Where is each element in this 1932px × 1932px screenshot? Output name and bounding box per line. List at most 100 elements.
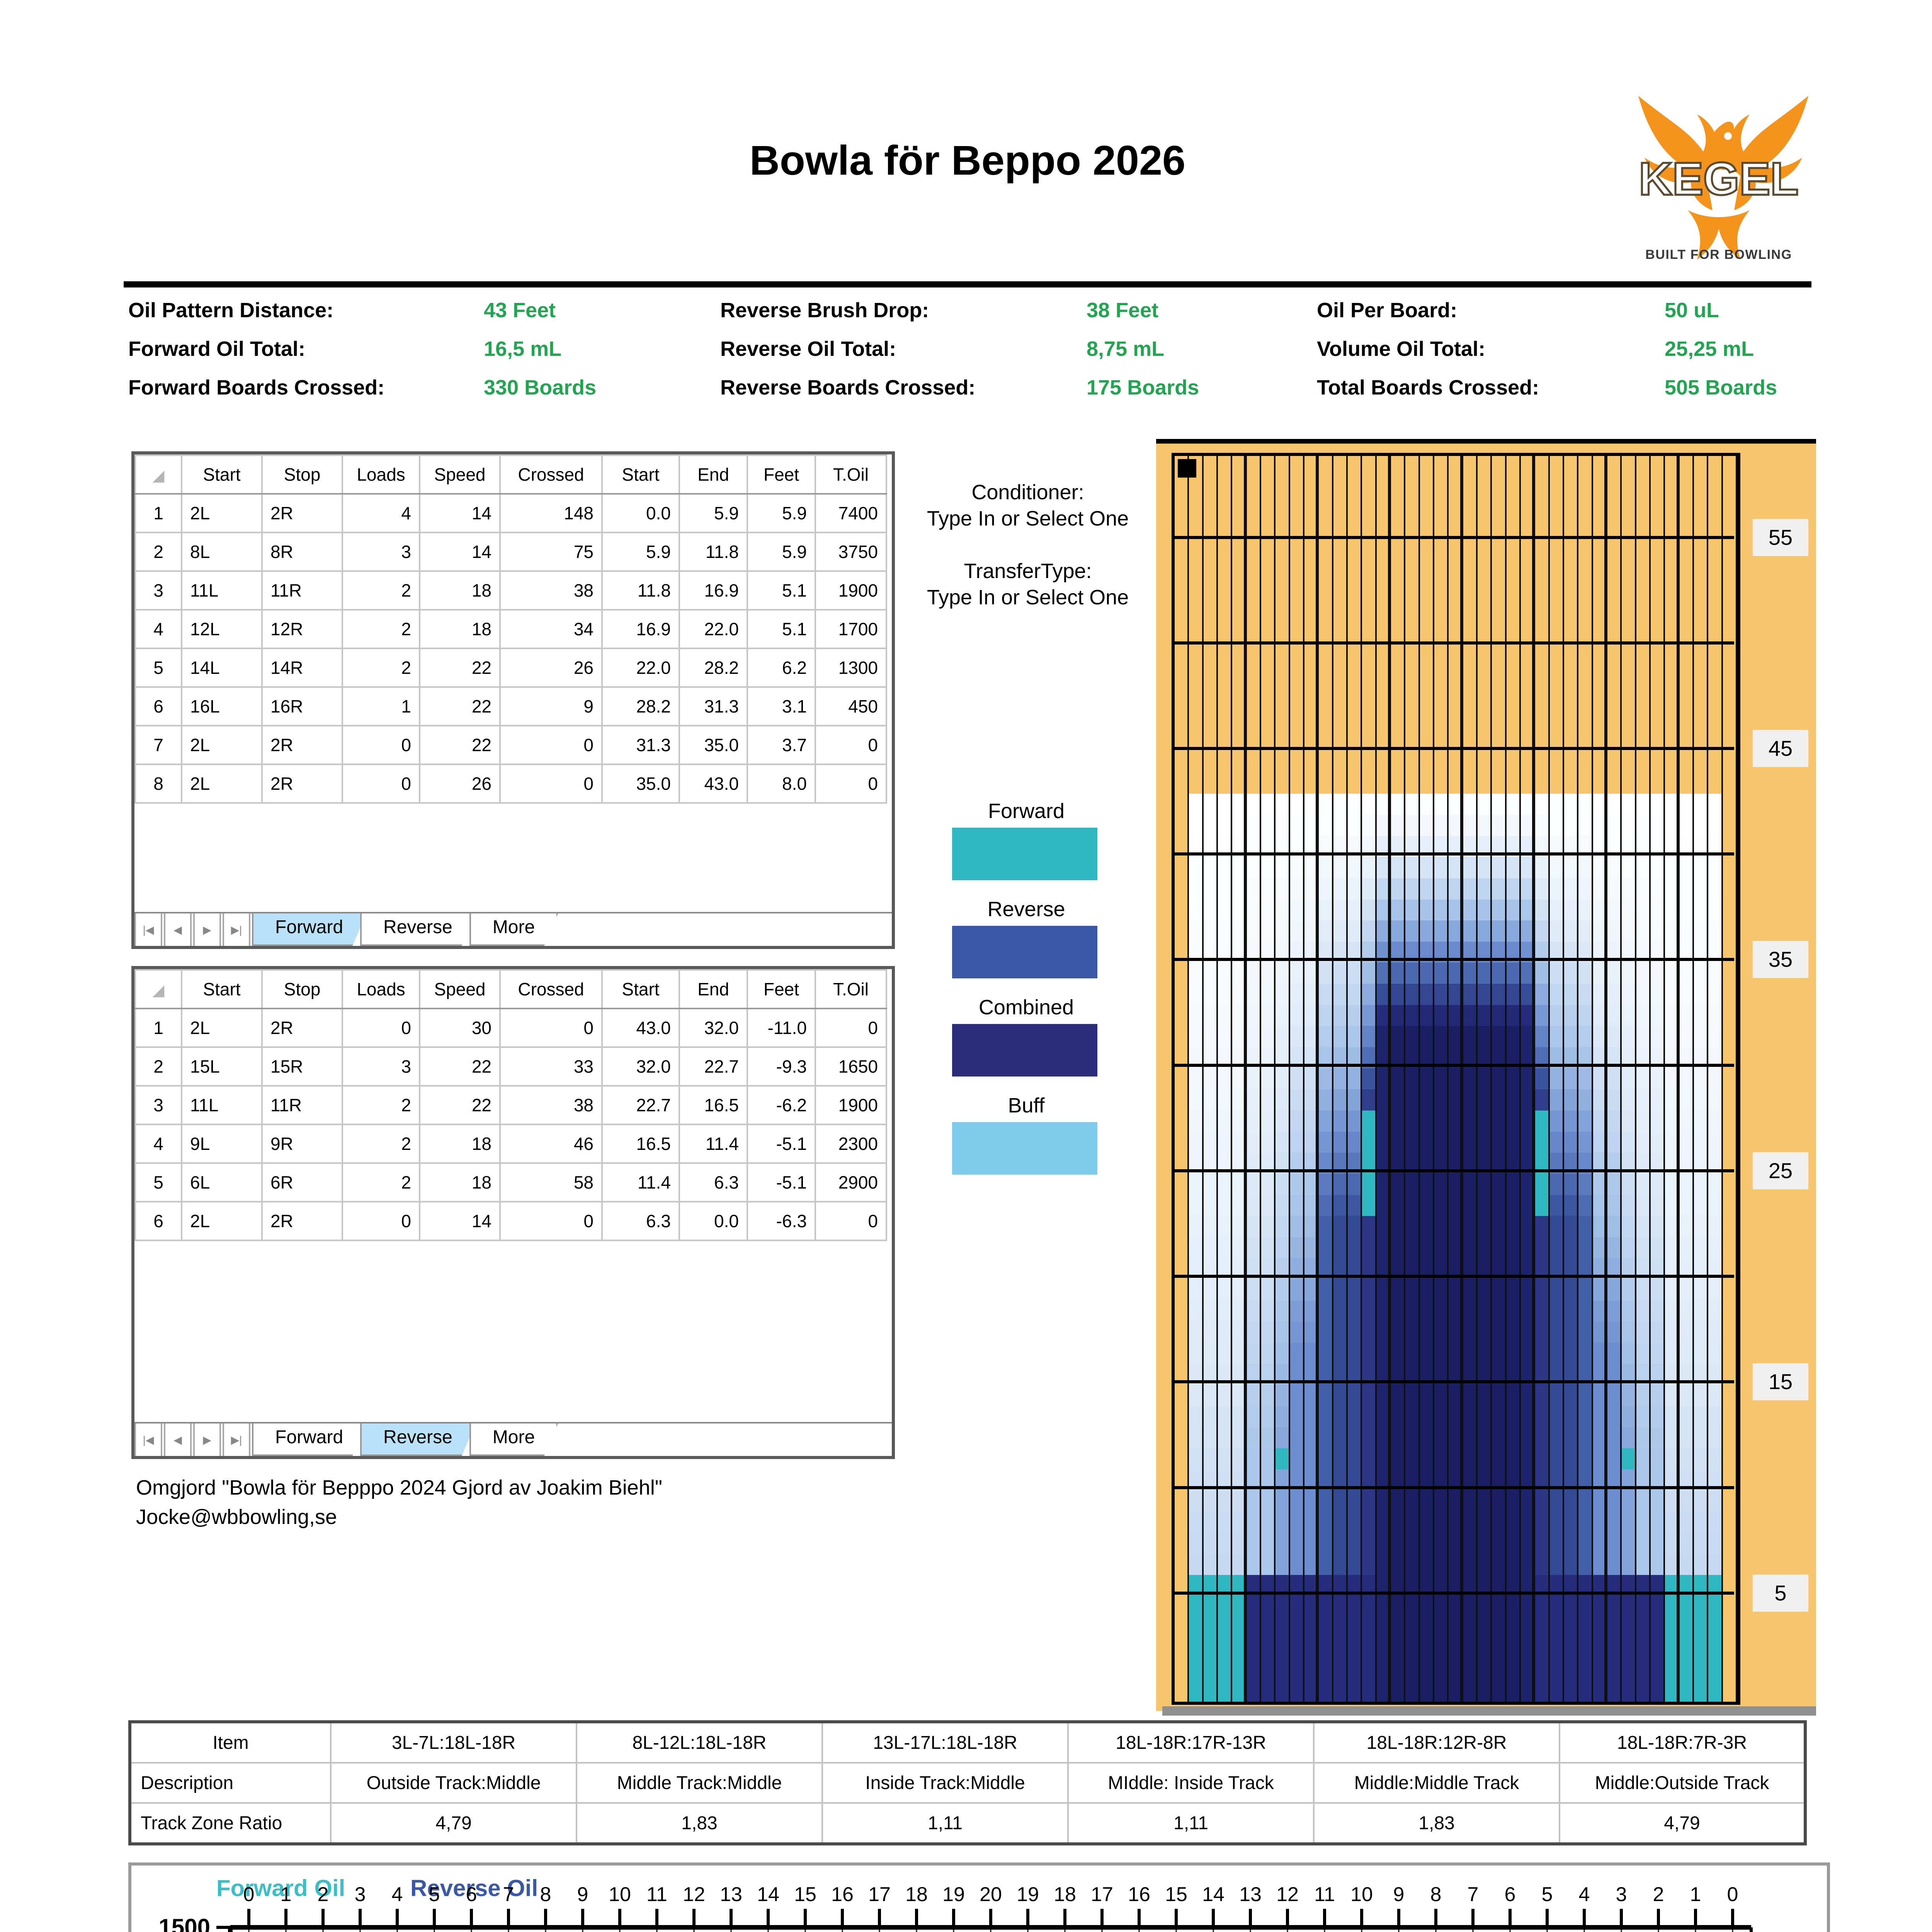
lane-cell bbox=[1276, 477, 1290, 498]
forward-nav-prev[interactable]: ◀ bbox=[164, 913, 192, 946]
lane-cell bbox=[1420, 646, 1434, 667]
lane-cell bbox=[1203, 1490, 1218, 1512]
lane-cell bbox=[1391, 857, 1406, 878]
lane-cell bbox=[1290, 815, 1304, 836]
lane-cell bbox=[1492, 498, 1507, 519]
lane-cell bbox=[1650, 1659, 1665, 1681]
lane-cell bbox=[1694, 1195, 1709, 1216]
reverse-tab-reverse[interactable]: Reverse bbox=[360, 1423, 476, 1456]
reverse-tab-more[interactable]: More bbox=[469, 1423, 558, 1456]
lane-cell bbox=[1362, 815, 1377, 836]
forward-cell: 12L bbox=[181, 609, 263, 649]
lane-cell bbox=[1723, 1490, 1737, 1512]
lane-cell bbox=[1564, 1300, 1579, 1322]
lane-cell bbox=[1420, 1173, 1434, 1195]
forward-cell: 5.9 bbox=[601, 532, 680, 572]
lane-cell bbox=[1520, 646, 1536, 667]
lane-cell bbox=[1347, 1659, 1362, 1681]
lane-cell bbox=[1304, 899, 1319, 921]
lane-cell bbox=[1578, 752, 1593, 773]
lane-cell bbox=[1232, 963, 1247, 984]
lane-cell bbox=[1218, 477, 1233, 498]
lane-cell bbox=[1506, 1512, 1521, 1533]
lane-cell bbox=[1391, 1512, 1406, 1533]
lane-cell bbox=[1593, 1300, 1607, 1322]
forward-cell: 1 bbox=[342, 686, 420, 726]
lane-cell bbox=[1304, 1089, 1319, 1111]
lane-cell bbox=[1708, 794, 1723, 815]
lane-cell bbox=[1622, 1321, 1636, 1343]
lane-cell bbox=[1175, 1173, 1189, 1195]
reverse-nav-next[interactable]: ▶ bbox=[193, 1423, 221, 1456]
lane-cell bbox=[1708, 1532, 1723, 1554]
lane-cell bbox=[1362, 1385, 1377, 1406]
lane-cell bbox=[1679, 878, 1694, 900]
forward-tab-reverse[interactable]: Reverse bbox=[360, 913, 476, 946]
lane-cell bbox=[1362, 646, 1377, 667]
forward-row-3: 3 11L 11R 2 18 38 11.8 16.9 5.1 1900 bbox=[134, 570, 887, 611]
lane-cell bbox=[1189, 1321, 1204, 1343]
lane-cell bbox=[1708, 815, 1723, 836]
lane-cell bbox=[1247, 1448, 1261, 1469]
lane-cell bbox=[1694, 878, 1709, 900]
forward-nav-first[interactable]: |◀ bbox=[134, 913, 162, 946]
reverse-cell: 33 bbox=[499, 1046, 603, 1087]
lane-cell bbox=[1333, 1638, 1348, 1660]
lane-cell bbox=[1578, 561, 1593, 583]
lane-cell bbox=[1175, 1385, 1189, 1406]
forward-tab-forward[interactable]: Forward bbox=[252, 913, 366, 946]
lane-cell bbox=[1319, 1300, 1333, 1322]
lane-cell bbox=[1203, 857, 1218, 878]
lane-cell bbox=[1276, 1068, 1290, 1090]
stat-value-1-1: 8,75 mL bbox=[1087, 337, 1165, 361]
lane-cell bbox=[1290, 667, 1304, 689]
reverse-nav-prev[interactable]: ◀ bbox=[164, 1423, 192, 1456]
lane-cell bbox=[1449, 709, 1463, 731]
lane-cell bbox=[1607, 1343, 1622, 1364]
lane-cell bbox=[1189, 688, 1204, 709]
lane-cell bbox=[1189, 1089, 1204, 1111]
lane-cell bbox=[1218, 498, 1233, 519]
lane-cell bbox=[1347, 1406, 1362, 1427]
lane-cell bbox=[1549, 1131, 1564, 1153]
lane-distance-label-45: 45 bbox=[1753, 730, 1808, 767]
lane-cell bbox=[1665, 477, 1680, 498]
lane-cell bbox=[1362, 1279, 1377, 1301]
ratio-cell: 4,79 bbox=[330, 1802, 577, 1845]
forward-nav-next[interactable]: ▶ bbox=[193, 913, 221, 946]
lane-cell bbox=[1593, 794, 1607, 815]
lane-cell bbox=[1506, 1216, 1521, 1237]
lane-cell bbox=[1650, 1300, 1665, 1322]
forward-cell: 11L bbox=[181, 570, 263, 611]
lane-cell bbox=[1665, 794, 1680, 815]
lane-cell bbox=[1477, 1554, 1492, 1575]
lane-cell bbox=[1708, 498, 1723, 519]
lane-cell bbox=[1593, 1110, 1607, 1132]
lane-cell bbox=[1203, 498, 1218, 519]
forward-cell: 11.8 bbox=[679, 532, 748, 572]
lane-cell bbox=[1391, 498, 1406, 519]
reverse-tab-forward[interactable]: Forward bbox=[252, 1423, 366, 1456]
reverse-cell: 6L bbox=[181, 1162, 263, 1202]
lane-cell bbox=[1434, 1512, 1449, 1533]
lane-cell bbox=[1276, 1554, 1290, 1575]
lane-cell bbox=[1622, 1512, 1636, 1533]
lane-cell bbox=[1261, 772, 1276, 794]
lane-cell bbox=[1463, 1512, 1478, 1533]
reverse-nav-last[interactable]: ▶| bbox=[223, 1423, 250, 1456]
forward-tab-more[interactable]: More bbox=[469, 913, 558, 946]
lane-cell bbox=[1304, 1026, 1319, 1048]
lane-cell bbox=[1405, 1680, 1420, 1702]
reverse-nav-first[interactable]: |◀ bbox=[134, 1423, 162, 1456]
lane-cell bbox=[1391, 1680, 1406, 1702]
lane-cell bbox=[1593, 1512, 1607, 1533]
forward-nav-last[interactable]: ▶| bbox=[223, 913, 250, 946]
lane-cell bbox=[1506, 1532, 1521, 1554]
lane-cell bbox=[1391, 1173, 1406, 1195]
lane-cell bbox=[1549, 604, 1564, 625]
lane-cell bbox=[1636, 1005, 1651, 1026]
lane-cell bbox=[1175, 1617, 1189, 1639]
lane-cell bbox=[1449, 1638, 1463, 1660]
lane-cell bbox=[1333, 1659, 1348, 1681]
lane-cell bbox=[1506, 1427, 1521, 1449]
